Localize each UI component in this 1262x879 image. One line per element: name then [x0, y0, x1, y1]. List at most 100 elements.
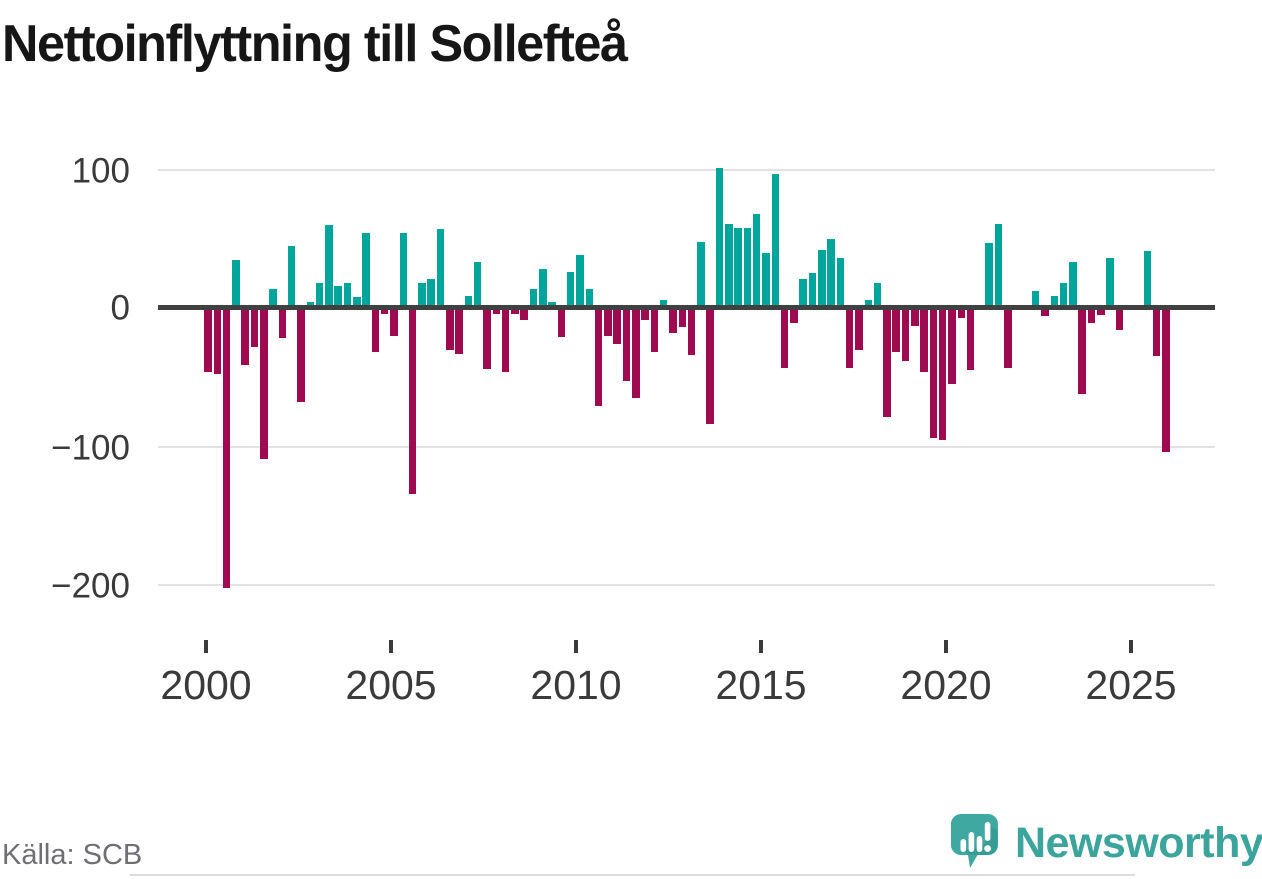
bar-2007-Q1 — [464, 295, 473, 308]
x-tick-2010 — [574, 640, 578, 653]
bar-2023-Q4 — [1087, 308, 1096, 324]
x-tick-label-2005: 2005 — [345, 662, 437, 708]
bar-2021-Q1 — [985, 242, 993, 308]
bottom-divider — [130, 874, 1135, 876]
bar-2007-Q2 — [473, 262, 482, 308]
bar-2001-Q2 — [250, 308, 259, 347]
x-tick-2020 — [944, 640, 948, 653]
bar-2009-Q3 — [557, 308, 566, 338]
bar-2016-Q2 — [808, 273, 817, 308]
bar-2007-Q3 — [483, 308, 491, 369]
bar-2015-Q2 — [771, 173, 780, 308]
x-tick-2000 — [204, 640, 208, 653]
bar-2023-Q3 — [1078, 308, 1086, 394]
bar-2014-Q2 — [734, 227, 742, 308]
bar-2023-Q2 — [1069, 262, 1077, 308]
bar-2008-Q3 — [520, 308, 528, 321]
bar-2000-Q2 — [213, 308, 222, 375]
bar-2021-Q3 — [1004, 308, 1012, 368]
bar-2025-Q3 — [1152, 308, 1161, 357]
bar-2022-Q3 — [1041, 308, 1049, 317]
bar-2014-Q1 — [725, 223, 733, 308]
bar-2005-Q4 — [418, 283, 426, 308]
bar-2003-Q2 — [325, 224, 333, 308]
bar-2010-Q2 — [585, 288, 594, 308]
bar-2006-Q1 — [427, 278, 435, 308]
bar-2011-Q2 — [622, 308, 631, 382]
bar-2010-Q4 — [604, 308, 612, 336]
bar-2024-Q1 — [1097, 308, 1105, 315]
bar-2004-Q1 — [353, 296, 361, 308]
chart-title: Nettoinflyttning till Sollefteå — [2, 15, 628, 73]
bar-2018-Q3 — [892, 308, 900, 353]
bar-2015-Q4 — [790, 308, 798, 324]
bar-2012-Q3 — [669, 308, 677, 333]
bar-2019-Q1 — [911, 308, 919, 326]
bar-2018-Q1 — [873, 283, 882, 308]
bar-2013-Q1 — [687, 308, 696, 356]
bar-2019-Q2 — [920, 308, 928, 372]
bar-2024-Q2 — [1106, 258, 1114, 308]
bar-2012-Q2 — [659, 299, 668, 308]
bar-2014-Q4 — [752, 213, 761, 308]
bar-2013-Q3 — [706, 308, 714, 425]
bar-2017-Q1 — [836, 258, 845, 308]
x-tick-label-2020: 2020 — [900, 662, 992, 708]
x-tick-label-2000: 2000 — [160, 662, 252, 708]
bar-2020-Q3 — [966, 308, 975, 371]
bar-2013-Q4 — [715, 168, 724, 308]
bar-2007-Q4 — [492, 308, 501, 314]
bar-2017-Q4 — [864, 299, 873, 308]
newsworthy-logo[interactable]: Newsworthy — [948, 808, 1262, 878]
bar-2012-Q1 — [650, 308, 659, 353]
bar-2012-Q4 — [678, 308, 687, 328]
bar-2009-Q1 — [539, 269, 547, 308]
bar-2006-Q2 — [436, 229, 445, 308]
bar-2019-Q4 — [938, 308, 947, 440]
bar-2008-Q4 — [529, 288, 538, 308]
bar-2003-Q3 — [334, 285, 342, 308]
bar-2000-Q4 — [232, 259, 240, 308]
bar-2021-Q2 — [994, 223, 1003, 308]
bar-2001-Q4 — [269, 288, 277, 308]
bar-2020-Q2 — [957, 308, 966, 318]
bar-2000-Q3 — [222, 308, 231, 588]
bar-2017-Q2 — [845, 308, 854, 368]
y-tick-label-100: 100 — [71, 151, 130, 191]
bar-2010-Q1 — [576, 255, 584, 308]
bar-2016-Q1 — [799, 278, 807, 308]
bar-2014-Q3 — [743, 227, 752, 308]
bar-2004-Q4 — [380, 308, 389, 314]
x-tick-label-2025: 2025 — [1085, 662, 1177, 708]
bar-2000-Q1 — [204, 308, 212, 372]
bar-2005-Q3 — [408, 308, 417, 494]
zero-axis-line — [158, 305, 1215, 310]
bar-2008-Q1 — [501, 308, 510, 372]
bar-2015-Q3 — [780, 308, 789, 368]
bar-2022-Q2 — [1031, 291, 1040, 308]
bar-2019-Q3 — [929, 308, 938, 439]
x-tick-2025 — [1129, 640, 1133, 653]
bar-2025-Q2 — [1143, 251, 1152, 308]
bar-2002-Q2 — [287, 245, 296, 308]
bar-2002-Q3 — [297, 308, 305, 403]
bar-2016-Q4 — [827, 238, 835, 308]
x-tick-label-2010: 2010 — [530, 662, 622, 708]
bar-2017-Q3 — [855, 308, 863, 350]
bar-2001-Q1 — [241, 308, 249, 365]
bar-2008-Q2 — [511, 308, 519, 314]
bar-2005-Q2 — [399, 233, 408, 308]
bar-2010-Q3 — [594, 308, 603, 407]
bar-2011-Q3 — [632, 308, 640, 399]
bar-2009-Q4 — [566, 271, 575, 308]
bar-2011-Q4 — [641, 308, 649, 321]
bar-2022-Q4 — [1050, 295, 1059, 308]
bar-2005-Q1 — [390, 308, 398, 336]
gridline-100 — [158, 169, 1215, 171]
bar-2001-Q3 — [260, 308, 268, 459]
y-tick-label-minus-200: −200 — [51, 566, 130, 606]
bar-2015-Q1 — [762, 252, 770, 308]
bar-2024-Q3 — [1115, 308, 1124, 331]
